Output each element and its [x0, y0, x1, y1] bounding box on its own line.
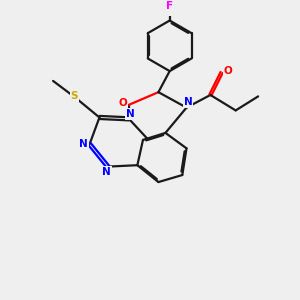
Text: S: S [70, 92, 78, 101]
Text: F: F [166, 1, 173, 11]
Text: O: O [118, 98, 127, 108]
Text: N: N [126, 109, 135, 119]
Text: O: O [224, 66, 232, 76]
Text: N: N [102, 167, 111, 177]
Text: N: N [79, 139, 88, 149]
Text: N: N [184, 97, 192, 107]
